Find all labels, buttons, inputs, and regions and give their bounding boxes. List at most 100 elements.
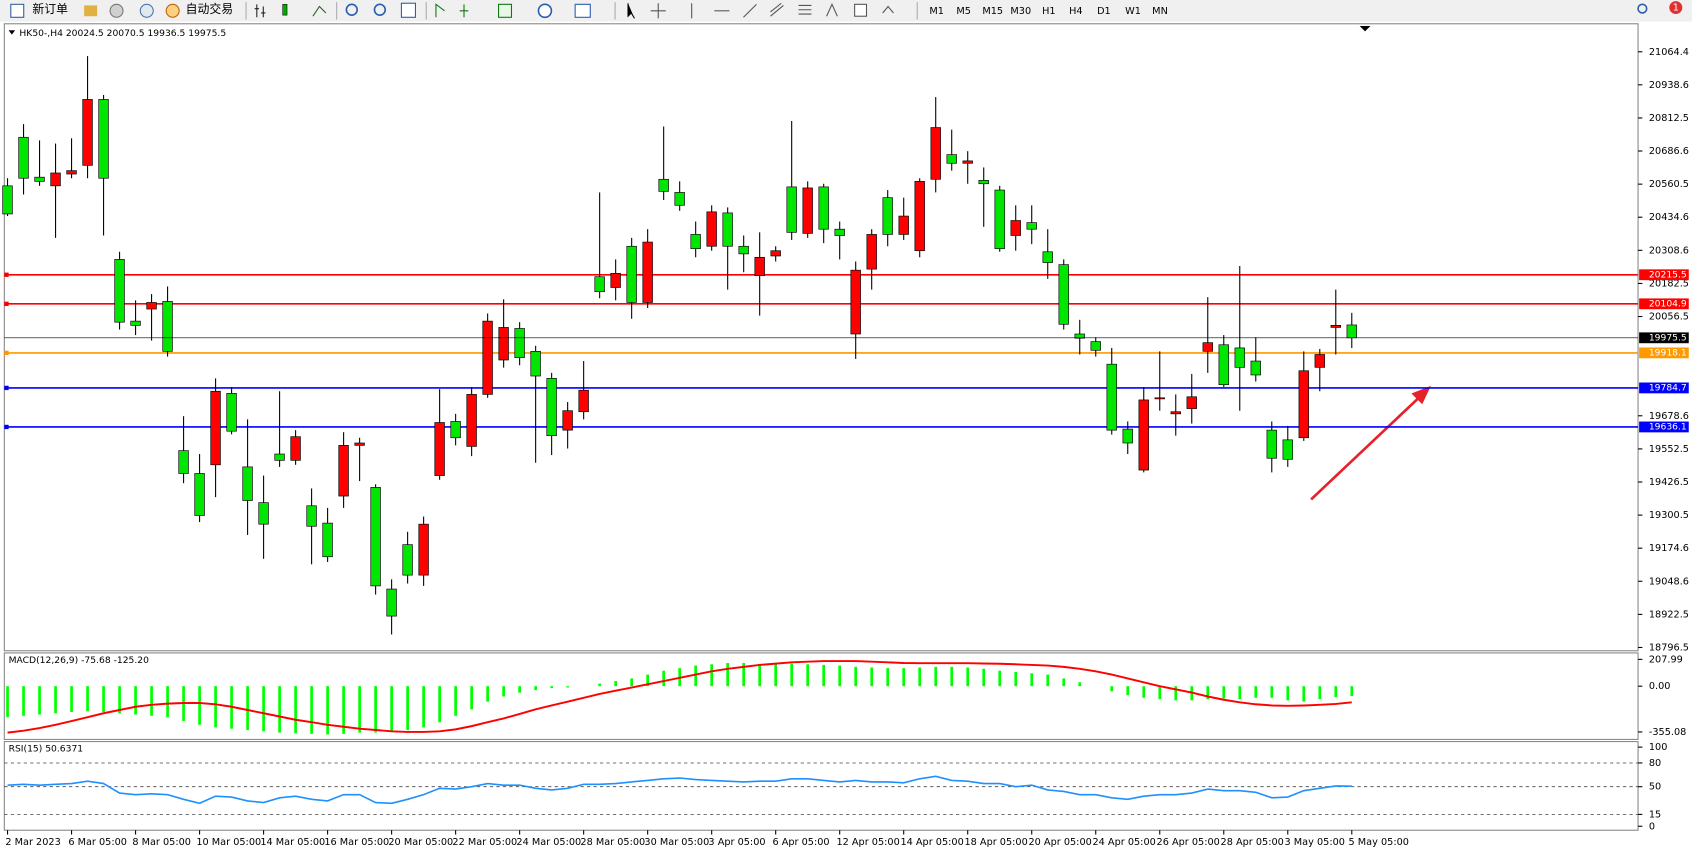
candle-body — [1202, 342, 1213, 352]
timeframe-button[interactable]: M5 — [956, 6, 971, 17]
y-tick-label: 21064.4 — [1649, 47, 1689, 58]
x-tick-label: 3 Apr 05:00 — [708, 837, 765, 848]
candle-body — [514, 328, 525, 358]
candle-body — [1170, 411, 1181, 415]
candle-body — [882, 197, 893, 235]
candle-body — [1282, 439, 1293, 460]
y-tick-label: 20434.6 — [1649, 212, 1689, 223]
indicators-icon[interactable] — [497, 3, 513, 18]
y-tick-label: 18922.5 — [1649, 609, 1689, 620]
timeframe-button[interactable]: M30 — [1010, 6, 1031, 17]
rsi-line — [7, 775, 1352, 805]
candle-body — [530, 351, 541, 377]
x-tick-label: 18 Apr 05:00 — [964, 837, 1027, 848]
x-tick-label: 30 Mar 05:00 — [644, 837, 709, 848]
timeframe-button[interactable]: H4 — [1069, 6, 1082, 17]
candle-body — [1250, 360, 1261, 376]
candle-body — [1314, 354, 1325, 368]
timeframe-button[interactable]: MN — [1152, 6, 1168, 17]
bar-chart-icon[interactable] — [254, 4, 266, 18]
fibo-icon[interactable] — [798, 4, 812, 15]
zoom-out-icon[interactable] — [373, 3, 387, 16]
candle-body — [130, 320, 141, 326]
crosshair-icon[interactable] — [650, 3, 666, 19]
y-tick-label: 15 — [1649, 809, 1661, 820]
current-price-label: 19975.5 — [1649, 332, 1687, 343]
candle-body — [962, 160, 973, 164]
x-tick-label: 24 Apr 05:00 — [1093, 837, 1156, 848]
candle-body — [1266, 429, 1277, 459]
search-icon[interactable] — [1637, 3, 1648, 14]
candle-body — [450, 421, 461, 439]
candle-body — [610, 272, 621, 288]
candle-body — [386, 588, 397, 617]
candle-body — [898, 215, 909, 235]
annotation-arrowhead — [1411, 385, 1431, 405]
candle-body — [578, 389, 589, 413]
candle-body — [946, 154, 957, 164]
signal-line — [7, 660, 1352, 734]
level-label-box — [1639, 269, 1689, 281]
level-label: 19918.1 — [1649, 347, 1687, 358]
y-tick-label: 19552.5 — [1649, 444, 1689, 455]
toolbar-items: 新订单 自动交易 1 — [10, 1, 1683, 20]
tile-icon[interactable] — [400, 2, 416, 18]
candle-icon[interactable] — [282, 4, 288, 16]
candle-body — [722, 212, 733, 247]
shift-marker — [1359, 25, 1371, 32]
trendline-icon[interactable] — [743, 3, 757, 18]
text-icon[interactable] — [826, 3, 838, 17]
timeframe-button[interactable]: D1 — [1097, 6, 1111, 17]
timeframe-button[interactable]: W1 — [1125, 6, 1141, 17]
level-label-box — [1639, 347, 1689, 359]
y-tick-label: 18796.5 — [1649, 642, 1689, 653]
x-tick-label: 28 Mar 05:00 — [580, 837, 645, 848]
level-label: 19784.7 — [1649, 382, 1687, 393]
y-tick-label: 0 — [1649, 821, 1655, 832]
label-icon[interactable] — [854, 3, 868, 17]
candle-body — [50, 172, 61, 187]
new-order-button[interactable]: 新订单 — [32, 2, 68, 16]
candle-body — [34, 176, 45, 182]
indicator-title: RSI(15) 50.6371 — [9, 744, 84, 755]
timeframe-button[interactable]: H1 — [1042, 6, 1055, 17]
shift-icon[interactable] — [459, 4, 469, 18]
timeframe-button[interactable]: M1 — [929, 6, 944, 17]
candle-body — [274, 453, 285, 461]
x-tick-label: 8 Mar 05:00 — [132, 837, 191, 848]
y-tick-label: 20812.5 — [1649, 113, 1689, 124]
candle-body — [1234, 347, 1245, 368]
channel-icon[interactable] — [770, 2, 784, 17]
scroll-icon[interactable] — [435, 3, 445, 18]
candle-body — [738, 245, 749, 255]
indicator-title: MACD(12,26,9) -75.68 -125.20 — [9, 655, 149, 666]
candle-body — [2, 185, 13, 215]
timeframe-button[interactable]: M15 — [982, 6, 1003, 17]
candle-body — [258, 502, 269, 525]
templates-icon[interactable] — [574, 3, 591, 18]
y-tick-label: 20560.5 — [1649, 179, 1689, 190]
candle-body — [978, 180, 989, 185]
x-tick-label: 24 Mar 05:00 — [516, 837, 581, 848]
line-chart-icon[interactable] — [312, 5, 327, 17]
candle-body — [834, 228, 845, 236]
icon — [109, 3, 124, 18]
candle-body — [146, 302, 157, 310]
new-order-icon — [10, 3, 25, 18]
candle-body — [674, 192, 685, 206]
shapes-icon[interactable] — [882, 5, 894, 14]
badge[interactable] — [1669, 1, 1683, 15]
candle-body — [690, 234, 701, 249]
cursor-icon[interactable] — [627, 3, 635, 19]
x-tick-label: 3 May 05:00 — [1285, 837, 1345, 848]
y-tick-label: 50 — [1649, 782, 1661, 793]
macd-pane — [3, 652, 1639, 740]
x-tick-label: 16 Mar 05:00 — [324, 837, 389, 848]
y-tick-label: 80 — [1649, 758, 1661, 769]
zoom-in-icon[interactable] — [345, 3, 358, 16]
candle-body — [98, 99, 109, 179]
candle-body — [322, 522, 333, 558]
periods-icon[interactable] — [537, 3, 553, 19]
auto-trade-button[interactable]: 自动交易 — [186, 2, 233, 16]
